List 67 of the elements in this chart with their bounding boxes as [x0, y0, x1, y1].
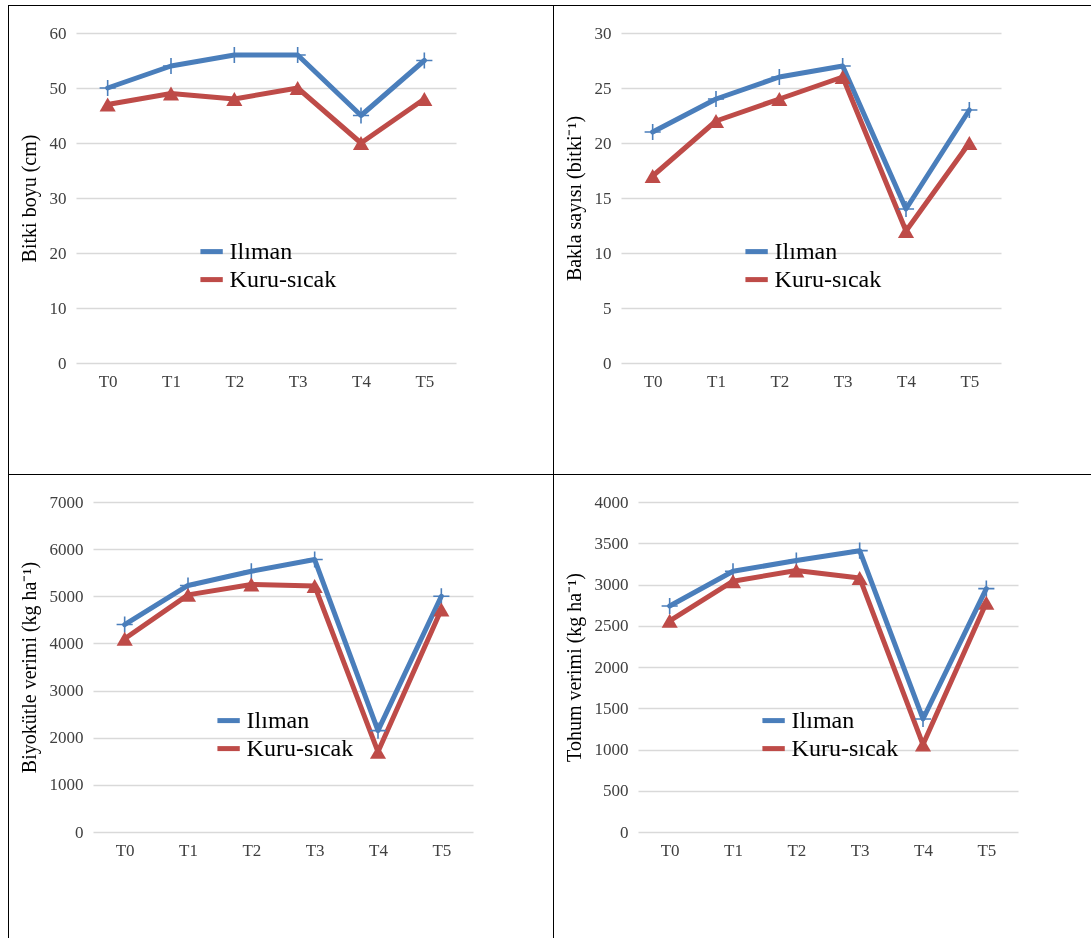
y-axis-title: Tohum verimi (kg ha⁻¹): [562, 573, 586, 762]
y-tick-label: 3000: [49, 681, 84, 701]
legend-label: Ilıman: [246, 706, 310, 733]
legend-label: Kuru-sıcak: [229, 265, 337, 292]
x-tick-label: T2: [787, 840, 807, 860]
y-tick-label: 3500: [594, 533, 629, 553]
x-tick-label: T3: [850, 840, 870, 860]
y-tick-label: 0: [75, 822, 84, 842]
y-tick-label: 4000: [594, 492, 629, 512]
y-tick-label: 0: [603, 353, 612, 373]
y-tick-label: 15: [594, 188, 612, 208]
y-tick-label: 500: [603, 781, 629, 801]
x-tick-label: T5: [415, 371, 435, 391]
x-tick-label: T2: [225, 371, 245, 391]
legend-label: Kuru-sıcak: [246, 734, 354, 761]
x-tick-label: T4: [369, 840, 389, 860]
y-tick-label: 7000: [49, 492, 84, 512]
y-tick-label: 5: [603, 298, 612, 318]
y-tick-label: 0: [58, 353, 67, 373]
y-tick-label: 5000: [49, 586, 84, 606]
y-tick-label: 20: [49, 243, 67, 263]
y-tick-label: 4000: [49, 633, 84, 653]
x-tick-label: T4: [897, 371, 917, 391]
y-tick-label: 1500: [594, 698, 629, 718]
legend-label: Ilıman: [229, 237, 293, 264]
x-tick-label: T1: [707, 371, 726, 391]
x-tick-label: T4: [352, 371, 372, 391]
y-tick-label: 30: [594, 23, 612, 43]
y-tick-label: 2000: [49, 728, 84, 748]
x-tick-label: T0: [643, 371, 663, 391]
y-tick-label: 6000: [49, 539, 84, 559]
y-tick-label: 0: [620, 822, 629, 842]
legend-label: Kuru-sıcak: [791, 734, 899, 761]
y-tick-label: 10: [594, 243, 612, 263]
x-tick-label: T4: [914, 840, 934, 860]
y-tick-label: 25: [594, 78, 612, 98]
x-tick-label: T1: [162, 371, 181, 391]
y-axis-title: Bitki boyu (cm): [17, 134, 41, 263]
legend-label: Ilıman: [791, 706, 855, 733]
y-tick-label: 3000: [594, 575, 629, 594]
y-tick-label: 60: [49, 23, 67, 43]
x-tick-label: T3: [288, 371, 308, 391]
y-tick-label: 30: [49, 188, 67, 208]
x-tick-label: T5: [977, 840, 997, 860]
x-tick-label: T2: [242, 840, 262, 860]
x-tick-label: T3: [833, 371, 853, 391]
y-tick-label: 1000: [594, 740, 629, 759]
legend-label: Ilıman: [774, 237, 838, 264]
y-tick-label: 50: [49, 78, 67, 98]
x-tick-label: T1: [179, 840, 198, 860]
x-tick-label: T5: [432, 840, 452, 860]
x-tick-label: T5: [960, 371, 980, 391]
x-tick-label: T3: [305, 840, 325, 860]
y-tick-label: 1000: [49, 775, 84, 795]
y-tick-label: 2500: [594, 616, 629, 636]
x-tick-label: T0: [660, 840, 680, 860]
y-tick-label: 2000: [594, 657, 629, 677]
legend-label: Kuru-sıcak: [774, 265, 882, 292]
y-axis-title: Bakla sayısı (bitki⁻¹): [562, 115, 586, 282]
x-tick-label: T0: [98, 371, 118, 391]
y-tick-label: 40: [49, 133, 67, 153]
x-tick-label: T0: [115, 840, 135, 860]
y-axis-title: Biyokütle verimi (kg ha⁻¹): [17, 561, 41, 774]
y-tick-label: 20: [594, 133, 612, 153]
y-tick-label: 10: [49, 298, 67, 318]
x-tick-label: T2: [770, 371, 790, 391]
x-tick-label: T1: [724, 840, 743, 860]
